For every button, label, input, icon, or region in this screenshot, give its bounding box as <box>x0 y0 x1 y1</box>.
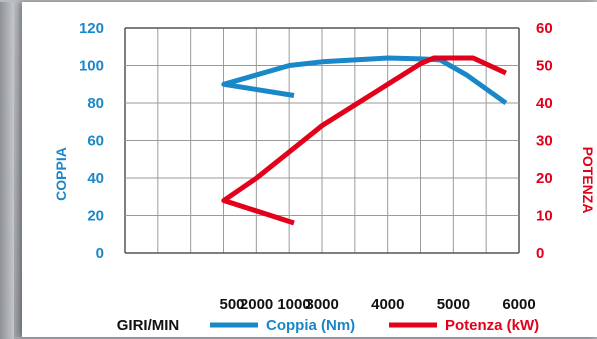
y-right-tick-label: 50 <box>536 58 553 75</box>
y-right-tick-label: 0 <box>536 245 544 262</box>
x-tick-label: 5000 <box>437 296 470 313</box>
x-tick-label: 1000 <box>277 296 310 313</box>
y-right-tick-label: 40 <box>536 95 553 112</box>
y-right-tick-label: 30 <box>536 133 553 150</box>
y-right-tick-label: 60 <box>536 20 553 37</box>
x-tick-label: 4000 <box>371 296 404 313</box>
legend-label-potenza: Potenza (kW) <box>445 317 539 334</box>
series-lines <box>221 55 508 226</box>
y-left-tick-label: 60 <box>87 133 104 150</box>
legend-label-coppia: Coppia (Nm) <box>266 317 355 334</box>
x-tick-label: 2000 <box>240 296 273 313</box>
legend: Coppia (Nm) Potenza (kW) <box>210 317 539 334</box>
performance-chart: 0 20 40 60 80 100 120 0 10 20 30 40 50 60 500 1000200… <box>53 20 596 334</box>
y-left-tick-label: 20 <box>87 208 104 225</box>
x-axis-label: GIRI/MIN <box>117 317 180 334</box>
series-line-coppia <box>221 55 508 106</box>
y-left-tick-label: 100 <box>79 58 104 75</box>
y-axis-right-label: POTENZA <box>580 147 596 214</box>
y-axis-left-label: COPPIA <box>53 147 69 201</box>
y-right-tick-label: 10 <box>536 208 553 225</box>
series-line-potenza <box>221 55 507 226</box>
left-axis-ticks: 0 20 40 60 80 100 120 <box>79 20 104 262</box>
x-tick-label: 500 <box>219 296 244 313</box>
y-left-tick-label: 40 <box>87 170 104 187</box>
right-axis-ticks: 0 10 20 30 40 50 60 <box>536 20 553 262</box>
y-left-tick-label: 0 <box>96 245 104 262</box>
y-left-tick-label: 80 <box>87 95 104 112</box>
y-right-tick-label: 20 <box>536 170 553 187</box>
y-left-tick-label: 120 <box>79 20 104 37</box>
x-tick-label: 3000 <box>306 296 339 313</box>
x-tick-label: 6000 <box>502 296 535 313</box>
grid <box>124 27 520 254</box>
